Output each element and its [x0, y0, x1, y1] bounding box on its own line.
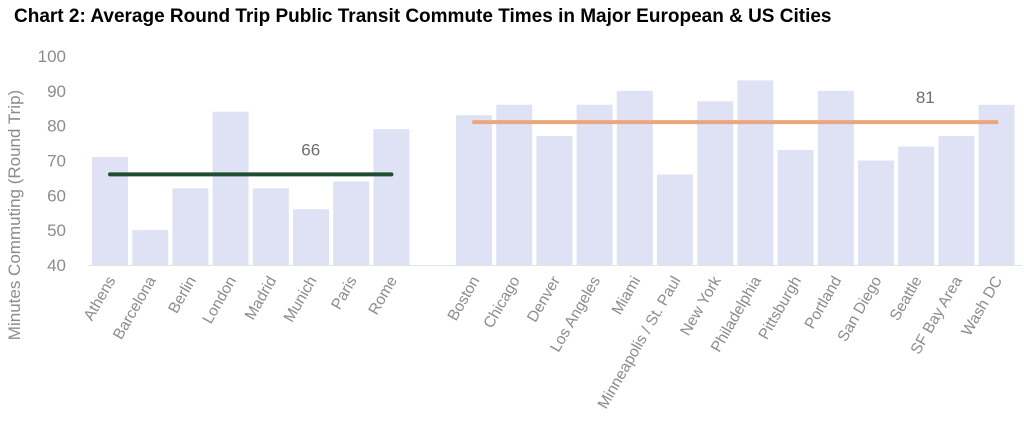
- category-label: London: [199, 274, 240, 327]
- bar: [576, 104, 613, 266]
- bar: [373, 129, 410, 265]
- chart-title: Chart 2: Average Round Trip Public Trans…: [14, 6, 832, 27]
- bar: [172, 188, 209, 265]
- bar: [697, 101, 734, 266]
- bar: [456, 115, 492, 265]
- y-ticks: 40 50 60 70 80 90 100: [38, 47, 66, 275]
- category-label: Rome: [365, 274, 400, 318]
- category-label: Seattle: [887, 274, 926, 324]
- bar: [777, 150, 814, 265]
- y-tick-label: 70: [47, 152, 66, 171]
- bar: [333, 181, 370, 265]
- bar: [293, 209, 329, 265]
- bar: [858, 160, 894, 265]
- average-lines: 66 81: [108, 88, 999, 177]
- bar: [978, 104, 1015, 266]
- bar: [132, 230, 169, 265]
- category-label: Minneapolis / St. Paul: [595, 274, 685, 412]
- bar: [657, 174, 693, 265]
- bar: [212, 111, 249, 265]
- y-tick-label: 50: [47, 221, 66, 240]
- bars: [92, 80, 1015, 266]
- bar: [536, 136, 573, 265]
- y-tick-label: 80: [47, 117, 66, 136]
- category-label: Portland: [802, 274, 846, 332]
- category-label: Boston: [445, 274, 484, 324]
- bar: [496, 104, 533, 266]
- y-axis-label: Minutes Commuting (Round Trip): [5, 90, 24, 340]
- category-label: Chicago: [481, 274, 524, 332]
- y-tick-label: 100: [38, 47, 66, 66]
- average-label: 81: [916, 88, 935, 107]
- category-label: Miami: [609, 274, 644, 318]
- category-label: Berlin: [165, 274, 200, 317]
- category-label: Wash DC: [958, 274, 1006, 339]
- y-tick-label: 40: [47, 256, 66, 275]
- category-label: Madrid: [242, 274, 280, 324]
- bar: [737, 80, 774, 265]
- bar: [616, 90, 653, 265]
- y-tick-label: 90: [47, 82, 66, 101]
- bar: [938, 136, 975, 265]
- y-tick-label: 60: [47, 186, 66, 205]
- y-axis-label-group: Minutes Commuting (Round Trip): [5, 90, 24, 340]
- average-label: 66: [301, 140, 320, 159]
- category-label: Munich: [281, 274, 321, 326]
- category-label: Athens: [81, 273, 120, 324]
- category-label: Paris: [328, 273, 361, 312]
- bar: [898, 146, 935, 265]
- bar: [817, 90, 854, 265]
- category-label: Denver: [524, 274, 564, 326]
- bar: [252, 188, 289, 265]
